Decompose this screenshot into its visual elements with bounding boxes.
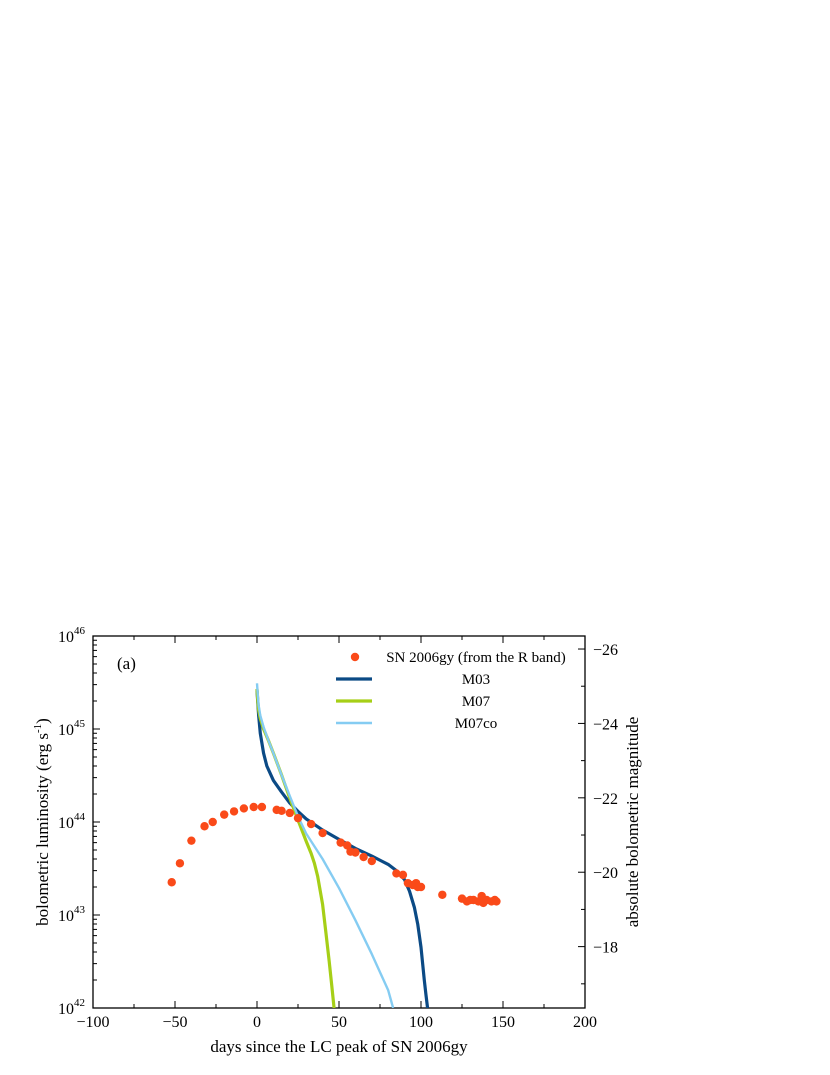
axis-ticks [92, 635, 586, 1009]
y-axis-label-tail: ) [33, 718, 52, 724]
y-tick-label-exp: 44 [74, 811, 86, 823]
data-point [277, 806, 286, 815]
y-tick-label-base: 10 [58, 629, 74, 646]
data-point [343, 841, 352, 850]
legend-marker [350, 652, 360, 662]
data-point [239, 804, 249, 813]
series-line-m07 [255, 688, 336, 1008]
data-point [167, 878, 176, 887]
data-point [229, 807, 239, 816]
data-point [336, 838, 345, 847]
y2-tick-label: −18 [593, 940, 618, 957]
x-tick-label: −100 [76, 1014, 109, 1031]
y-tick-label: 1043 [58, 904, 86, 925]
data-point [306, 819, 316, 829]
data-point [208, 817, 217, 827]
data-point [285, 808, 294, 818]
y-tick-label: 1046 [58, 625, 86, 646]
data-point [351, 848, 360, 857]
y-tick-label: 1042 [58, 997, 85, 1018]
data-point [220, 810, 229, 819]
y-tick-label-exp: 42 [74, 997, 85, 1009]
x-tick-label: 50 [331, 1014, 347, 1031]
data-point [367, 856, 376, 866]
data-point [318, 828, 327, 838]
data-point [416, 882, 426, 892]
y-tick-label: 1045 [58, 718, 86, 739]
series-line-m03 [255, 690, 430, 1008]
y-tick-label-base: 10 [58, 722, 74, 739]
y-axis-label-sup: -1 [32, 724, 44, 733]
y2-axis-label: absolute bolometric magnitude [623, 717, 642, 928]
y2-tick-label: −24 [593, 716, 618, 733]
y-axis-label-text: bolometric luminosity (erg s [33, 733, 52, 926]
data-point [200, 822, 209, 831]
series-line-m07co [255, 683, 395, 1008]
data-point [492, 897, 501, 906]
legend-label: M03 [462, 672, 490, 688]
data-point [293, 813, 303, 823]
y-axis-label: bolometric luminosity (erg s-1) [32, 718, 52, 926]
panel-label: (a) [117, 654, 136, 673]
y-tick-label: 1044 [58, 811, 86, 832]
plot-frame [92, 635, 586, 1009]
y-tick-label-exp: 45 [74, 718, 86, 730]
x-axis-label: days since the LC peak of SN 2006gy [210, 1037, 468, 1056]
x-tick-label: 150 [491, 1014, 515, 1031]
axis-tick-labels: −100 −50 0 50 100 150 20010421043104410451046−… [58, 625, 618, 1031]
legend-label: SN 2006gy (from the R band) [386, 650, 566, 666]
data-point [249, 802, 258, 812]
data-point [257, 802, 267, 812]
x-tick-label: 100 [409, 1014, 433, 1031]
legend-label: M07 [462, 694, 491, 710]
data-point [392, 869, 401, 878]
data-point [438, 890, 447, 899]
data-point [359, 852, 368, 862]
y2-tick-label: −22 [593, 791, 618, 808]
data-point [398, 870, 408, 880]
legend-label: M07co [455, 716, 498, 732]
x-tick-label: 0 [253, 1014, 261, 1031]
y2-tick-label: −20 [593, 865, 618, 882]
points-layer [167, 802, 501, 908]
y-tick-label-base: 10 [58, 815, 74, 832]
y-tick-label-base: 10 [58, 908, 74, 925]
data-point [187, 836, 196, 845]
y-tick-label-base: 10 [58, 1001, 74, 1018]
x-tick-label: 200 [573, 1014, 597, 1031]
legend: SN 2006gy (from the R band) M03 M07 M07co [336, 650, 566, 732]
data-point [175, 859, 185, 868]
y-tick-label-exp: 43 [74, 904, 86, 916]
y-tick-label-exp: 46 [74, 625, 86, 637]
x-tick-label: −50 [162, 1014, 187, 1031]
y2-tick-label: −26 [593, 642, 618, 659]
